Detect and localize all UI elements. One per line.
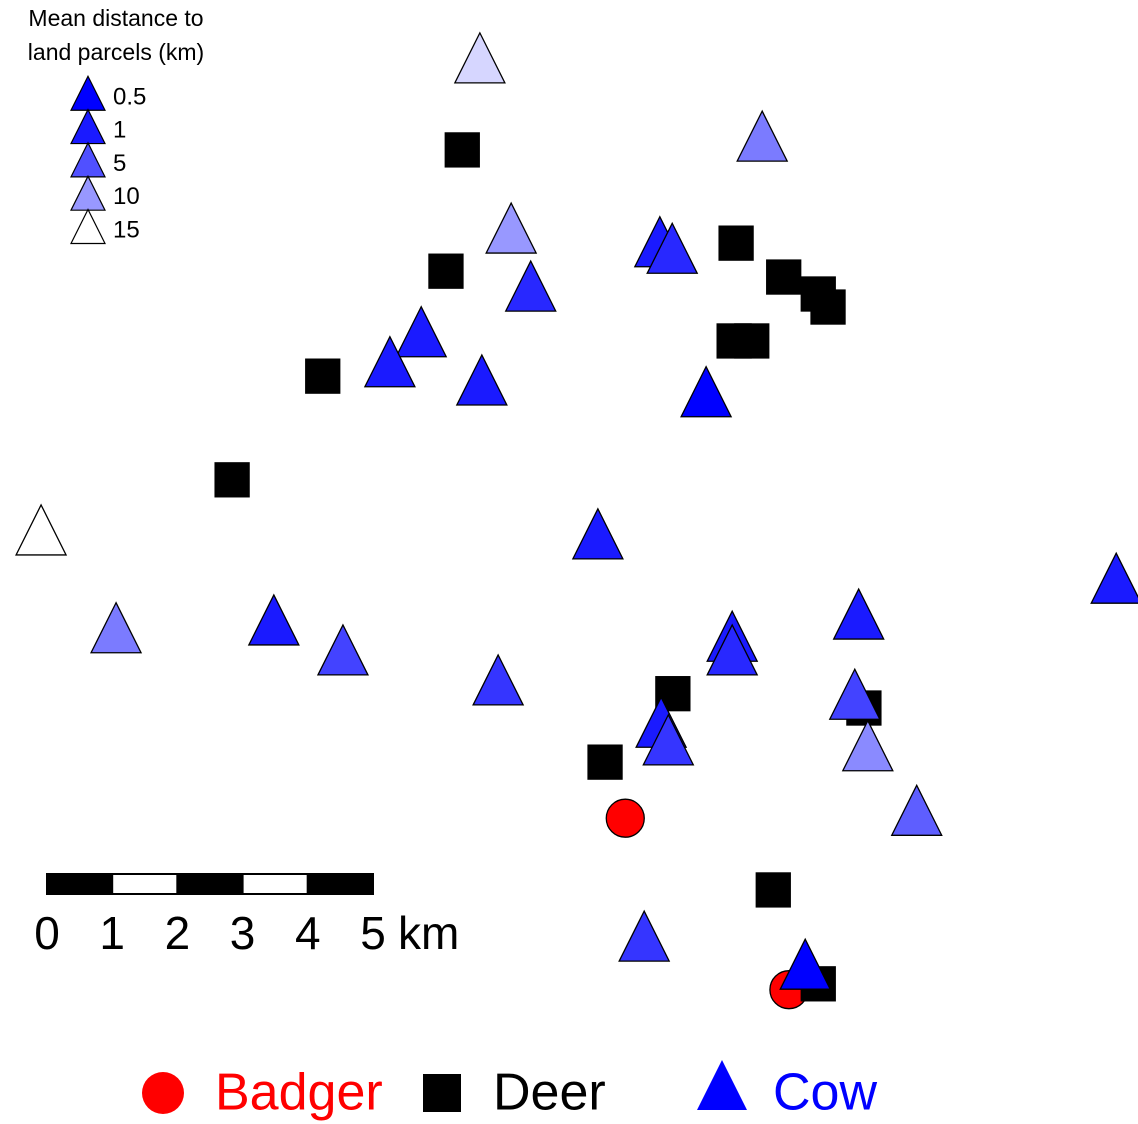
scale-tick-label: 2	[165, 907, 191, 959]
cow-point	[642, 713, 695, 766]
badger-point	[605, 798, 645, 838]
legend-label: 5	[113, 150, 126, 177]
cow-point	[832, 587, 885, 640]
cow-point	[455, 353, 508, 406]
deer-point	[305, 358, 341, 394]
scale-tick-label: 0	[34, 907, 60, 959]
deer-point	[755, 872, 791, 908]
cow-point	[1090, 551, 1138, 604]
deer-point	[766, 259, 802, 295]
cow-point	[680, 365, 733, 418]
legend-label: 10	[113, 183, 140, 210]
species-legend-marker	[697, 1060, 747, 1110]
scale-segment	[46, 873, 114, 895]
cow-point	[90, 601, 143, 654]
cow-point	[841, 719, 894, 772]
scale-tick-label: 5	[360, 907, 386, 959]
cow-point	[646, 221, 699, 274]
cow-point	[779, 937, 832, 990]
legend-marker	[70, 74, 106, 111]
legend-marker	[70, 174, 106, 211]
legend-marker	[70, 108, 106, 145]
scale-segment	[111, 873, 179, 895]
species-legend-marker	[142, 1072, 184, 1114]
scale-unit: km	[398, 907, 459, 959]
cow-point	[706, 623, 759, 676]
scale-segment	[306, 873, 374, 895]
deer-point	[718, 225, 754, 261]
scale-segment	[176, 873, 244, 895]
cow-point	[504, 259, 557, 312]
legend-marker	[70, 208, 106, 245]
deer-point	[214, 462, 250, 498]
scale-tick-label: 4	[295, 907, 321, 959]
species-legend-label: Badger	[215, 1064, 383, 1122]
cow-point	[571, 507, 624, 560]
species-legend-label: Deer	[493, 1064, 606, 1122]
deer-point	[444, 132, 480, 168]
cow-point	[828, 667, 881, 720]
cow-point	[453, 31, 506, 84]
scale-tick-label: 3	[230, 907, 256, 959]
legend-title: land parcels (km)	[28, 39, 204, 65]
cow-point	[890, 783, 943, 836]
deer-point	[587, 744, 623, 780]
legend-label: 0.5	[113, 83, 146, 110]
legend-title: Mean distance to	[28, 5, 203, 31]
species-legend-label: Cow	[773, 1064, 877, 1122]
cow-point	[618, 909, 671, 962]
legend-label: 15	[113, 217, 140, 244]
cow-point	[316, 623, 370, 676]
deer-point	[734, 323, 770, 359]
cow-point	[395, 305, 448, 358]
scale-tick-label: 1	[99, 907, 125, 959]
cow-point	[485, 201, 538, 254]
deer-point	[428, 253, 464, 289]
legend-marker	[70, 141, 106, 178]
cow-point	[15, 503, 68, 556]
legend-label: 1	[113, 117, 126, 144]
species-legend-marker	[423, 1074, 461, 1112]
deer-point	[810, 289, 846, 325]
scale-segment	[241, 873, 309, 895]
cow-point	[736, 109, 789, 162]
cow-point	[472, 653, 525, 706]
cow-point	[363, 335, 416, 388]
cow-point	[247, 593, 300, 646]
